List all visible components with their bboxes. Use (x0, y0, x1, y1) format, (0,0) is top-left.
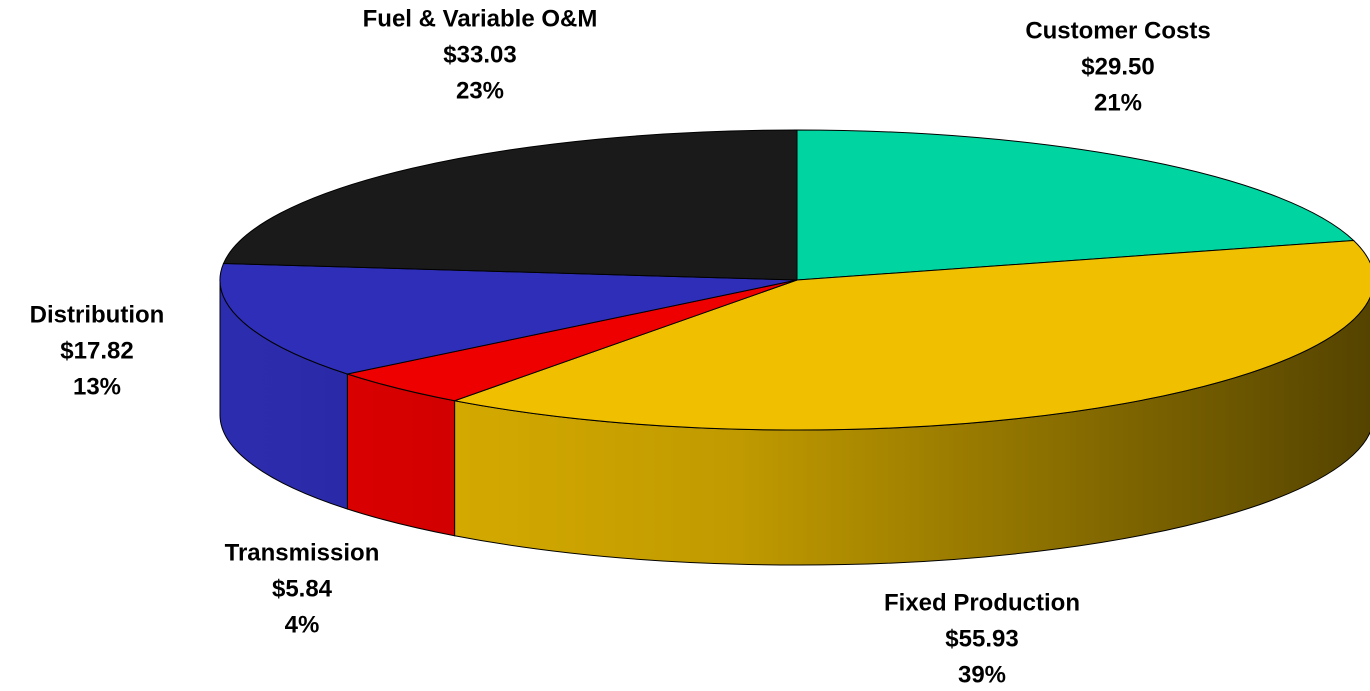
slice-label: Customer Costs (1025, 17, 1210, 44)
percent-label: 39% (958, 661, 1006, 688)
percent-label: 23% (456, 77, 504, 104)
percent-label: 4% (285, 611, 320, 638)
slice (222, 129, 798, 281)
slice-label: Transmission (225, 539, 380, 566)
value-label: $55.93 (945, 625, 1018, 652)
slice-label: Fixed Production (884, 589, 1080, 616)
slice-label: Fuel & Variable O&M (363, 5, 598, 32)
slice (452, 239, 1370, 431)
slice-label: Distribution (30, 301, 165, 328)
value-label: $33.03 (443, 41, 516, 68)
slice (219, 262, 798, 375)
percent-label: 13% (73, 373, 121, 400)
percent-label: 21% (1094, 89, 1142, 116)
value-label: $17.82 (60, 337, 133, 364)
slice-side (346, 373, 456, 537)
slice (796, 129, 1355, 281)
value-label: $29.50 (1081, 53, 1154, 80)
value-label: $5.84 (272, 575, 333, 602)
